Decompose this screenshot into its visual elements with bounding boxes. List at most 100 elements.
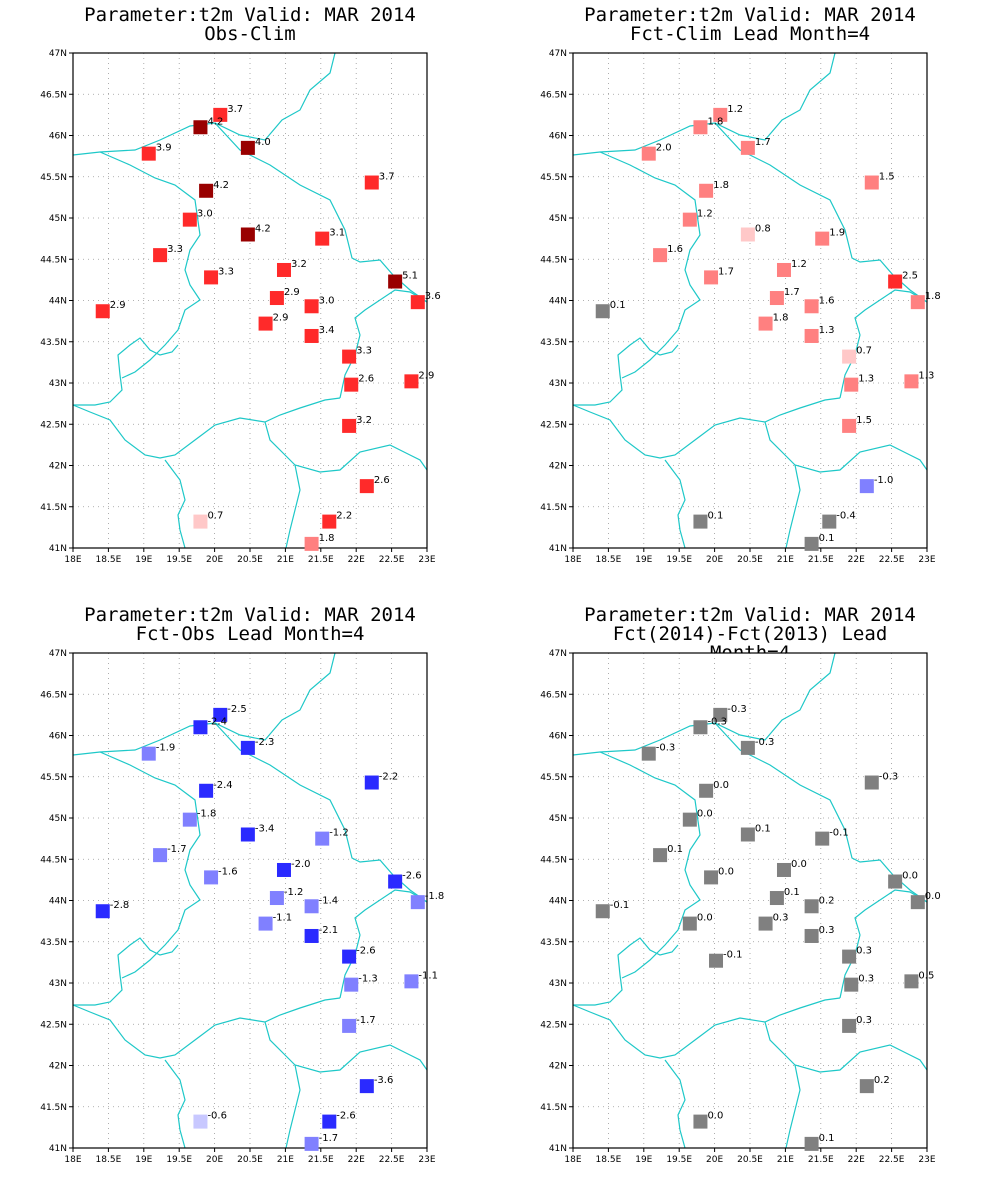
station-marker [213,107,228,122]
map-canvas: 18E 18.5E 19E 19.5E 20E 20.5E 21E 21.5E 22E 22.5E… [540,49,941,565]
lon-tick-label: 19E [635,555,652,565]
border-line [339,289,428,399]
station-marker [709,953,724,968]
station-value-label: 0.0 [697,913,713,924]
lat-tick-label: 44.5N [540,855,567,865]
lat-tick-label: 46.5N [40,90,67,100]
lon-tick-label: 21.5E [808,555,834,565]
border-line [572,997,841,1059]
station-marker [693,120,708,135]
border-line [164,459,186,549]
lat-tick-label: 46N [49,732,67,742]
station-marker [240,740,255,755]
station-value-label: -2.6 [402,871,422,882]
lon-tick-label: 20.5E [237,555,263,565]
station-value-label: -2.4 [213,780,233,791]
lon-tick-label: 20E [206,555,223,565]
station-marker [95,304,110,319]
station-marker [595,304,610,319]
lon-tick-label: 23E [918,1155,935,1165]
lon-tick-label: 21E [777,1155,794,1165]
station-marker [240,227,255,242]
station-value-label: 3.2 [356,415,372,426]
lat-tick-label: 42N [49,1062,67,1072]
border-line [664,1059,686,1149]
station-value-label: -1.7 [167,844,187,855]
lat-tick-label: 45.5N [540,173,567,183]
station-value-label: 3.7 [227,104,243,115]
lat-tick-label: 42N [549,462,567,472]
station-marker [699,783,714,798]
lat-tick-label: 43.5N [40,338,67,348]
station-marker [193,514,208,529]
station-value-label: 5.1 [402,271,418,282]
border-line [573,937,679,1006]
station-value-label: -1.0 [874,475,894,486]
lat-tick-label: 43.5N [40,938,67,948]
lat-tick-label: 43N [549,379,567,389]
gridlines [573,53,927,548]
station-marker [141,146,156,161]
station-marker [304,899,319,914]
station-value-label: 3.9 [156,143,172,154]
station-markers: -0.3-0.3-0.3-0.30.0-0.30.00.1 -0.10.10.00… [595,704,941,1151]
station-marker [153,848,168,863]
station-value-label: -1.6 [218,866,238,877]
axis-ticks: 18E 18.5E 19E 19.5E 20E 20.5E 21E 21.5E 22E 22.5E… [540,649,936,1165]
station-value-label: 1.8 [713,180,729,191]
lon-tick-label: 22.5E [879,555,905,565]
station-value-label: -1.4 [319,895,339,906]
station-marker [740,227,755,242]
lon-tick-label: 19.5E [666,555,692,565]
station-marker [904,974,919,989]
station-value-label: 1.2 [727,104,743,115]
station-value-label: 1.5 [856,415,872,426]
station-value-label: 1.2 [791,259,807,270]
lat-tick-label: 47N [549,49,567,59]
station-marker [344,377,359,392]
station-value-label: -1.7 [319,1133,339,1144]
station-marker [758,316,773,331]
station-value-label: 1.8 [319,533,335,544]
station-marker [653,848,668,863]
station-marker [595,904,610,919]
station-marker [815,831,830,846]
panel-title: Parameter:t2m Valid: MAR 2014 Obs-Clim [70,6,430,44]
lon-tick-label: 22.5E [879,1155,905,1165]
lat-tick-label: 42.5N [540,420,567,430]
lat-tick-label: 43N [49,979,67,989]
border-line [72,997,341,1059]
lon-tick-label: 19.5E [166,555,192,565]
station-value-label: 2.2 [336,511,352,522]
lon-tick-label: 18E [564,1155,581,1165]
station-value-label: -0.6 [207,1111,227,1122]
station-marker [641,746,656,761]
station-marker [182,212,197,227]
lon-tick-label: 21.5E [308,555,334,565]
station-marker [740,740,755,755]
station-value-label: 0.7 [207,511,223,522]
station-marker [704,870,719,885]
station-value-label: -2.4 [207,716,227,727]
lon-tick-label: 22E [848,555,865,565]
lat-tick-label: 44N [549,297,567,307]
station-marker [304,928,319,943]
station-marker [682,812,697,827]
station-value-label: 1.8 [925,291,941,302]
station-value-label: 0.3 [856,946,872,957]
axis-ticks: 18E 18.5E 19E 19.5E 20E 20.5E 21E 21.5E 22E 22.5E… [540,49,936,565]
station-value-label: 3.0 [319,295,335,306]
station-value-label: 1.3 [819,325,835,336]
panel-title-line1: Parameter:t2m Valid: MAR 2014 [84,4,416,26]
station-marker [199,183,214,198]
station-marker [693,514,708,529]
border-line [285,1064,301,1149]
country-borders [72,52,428,549]
border-line [73,337,179,406]
lat-tick-label: 42N [549,1062,567,1072]
station-marker [864,775,879,790]
station-value-label: -0.3 [707,716,727,727]
station-marker [804,328,819,343]
station-marker [864,175,879,190]
station-marker [342,1018,357,1033]
